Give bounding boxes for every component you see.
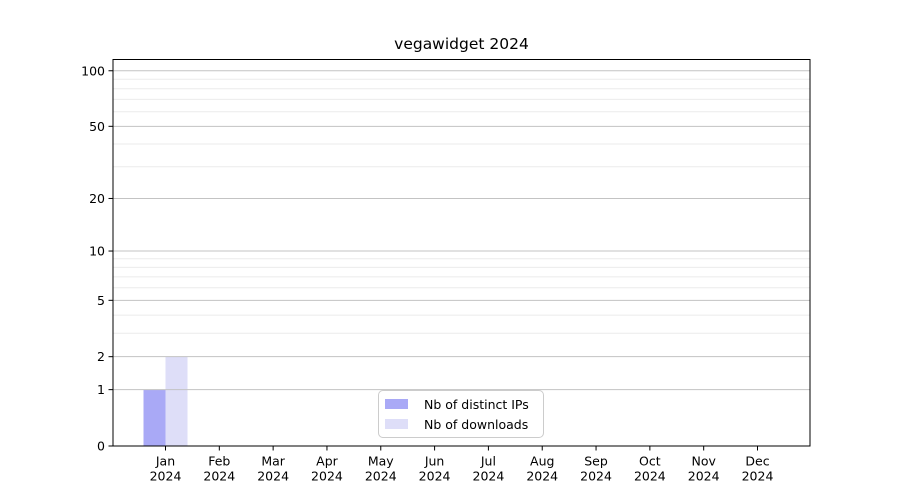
plot-border [112,59,811,447]
legend-swatch-distinct-ips [385,399,408,409]
x-tick-label-year: 2024 [742,469,774,484]
x-tick-label-month: Aug [530,454,554,469]
x-tick-label-month: Jan [155,454,175,469]
x-tick-label-year: 2024 [580,469,612,484]
x-tick-label-month: Jul [480,454,496,469]
y-tick-label: 1 [97,382,105,397]
chart-title: vegawidget 2024 [394,35,529,53]
x-tick-label-year: 2024 [203,469,235,484]
x-tick-label-month: Sep [584,454,608,469]
x-tick-label-year: 2024 [150,469,182,484]
x-tick-label-year: 2024 [311,469,343,484]
y-tick-label: 5 [97,293,105,308]
x-tick-label-year: 2024 [365,469,397,484]
x-tick-label-year: 2024 [473,469,505,484]
x-tick-label-year: 2024 [526,469,558,484]
y-tick-label: 0 [97,439,105,454]
bar-distinct-ips [143,389,166,446]
x-tick-label-year: 2024 [634,469,666,484]
x-tick-label-month: Dec [745,454,769,469]
x-tick-label-year: 2024 [419,469,451,484]
x-tick-label-year: 2024 [257,469,289,484]
x-tick-label-month: Mar [261,454,285,469]
y-tick-label: 2 [97,349,105,364]
x-tick-label-month: Nov [691,454,716,469]
y-tick-label: 10 [89,244,105,259]
legend-swatch-downloads [385,419,408,429]
bar-downloads [165,356,188,446]
legend-item-distinct-ips: Nb of distinct IPs [385,394,537,414]
legend-label-downloads: Nb of downloads [424,416,529,432]
y-tick-label: 50 [89,119,105,134]
x-tick-label-month: Apr [316,454,338,469]
x-tick-label-month: May [368,454,394,469]
y-tick-label: 20 [89,191,105,206]
legend-label-distinct-ips: Nb of distinct IPs [424,396,529,412]
x-tick-label-month: Jun [424,454,445,469]
x-tick-label-year: 2024 [688,469,720,484]
y-tick-label: 100 [81,63,105,78]
legend-item-downloads: Nb of downloads [385,414,537,434]
legend: Nb of distinct IPs Nb of downloads [378,390,544,438]
x-tick-label-month: Oct [639,454,661,469]
x-tick-label-month: Feb [208,454,230,469]
